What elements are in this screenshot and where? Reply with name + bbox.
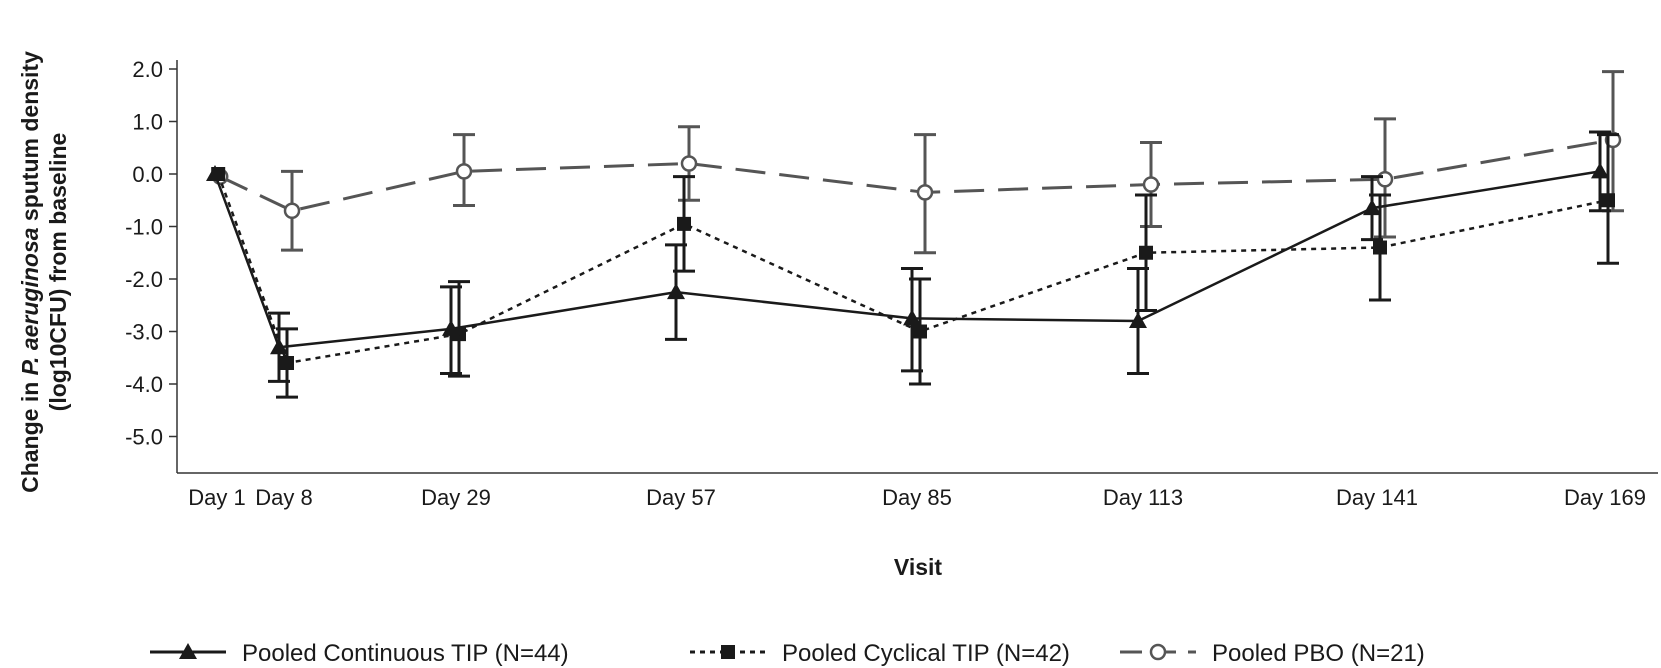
legend-item-1: Pooled Continuous TIP (N=44) [150, 640, 569, 667]
y-tick-label: -5.0 [125, 425, 163, 450]
svg-text:Change in P. aeruginosa sputum: Change in P. aeruginosa sputum density [17, 51, 43, 493]
data-point [913, 324, 927, 339]
series-1 [206, 130, 1611, 383]
data-point [1373, 240, 1387, 255]
axes [176, 60, 1658, 474]
y-tick-labels: 2.0 1.0 0.0 -1.0 -2.0 -3.0 -4.0 -5.0 [125, 57, 177, 450]
y-tick-label: 0.0 [132, 162, 163, 187]
y-axis-title-line2: (log10CFU) from baseline [45, 133, 71, 412]
legend: Pooled Continuous TIP (N=44) Pooled Cycli… [150, 640, 1425, 667]
y-axis-title-prefix: Change in [17, 375, 43, 493]
legend-label: Pooled Continuous TIP (N=44) [242, 640, 569, 667]
data-point [677, 216, 691, 231]
x-tick-label: Day 29 [421, 485, 491, 510]
legend-label: Pooled Cyclical TIP (N=42) [782, 640, 1070, 667]
data-point [206, 165, 224, 181]
data-point [680, 155, 698, 172]
data-point [280, 356, 294, 370]
data-point [270, 338, 288, 355]
y-tick-label: -1.0 [125, 215, 163, 240]
data-point [1363, 199, 1381, 216]
data-point [916, 184, 934, 201]
data-point [1376, 171, 1394, 188]
y-tick-label: -2.0 [125, 267, 163, 292]
data-point [1129, 312, 1147, 328]
data-point [455, 163, 473, 180]
legend-item-2: Pooled Cyclical TIP (N=42) [690, 640, 1070, 667]
legend-marker [179, 643, 197, 659]
y-axis-title-italic: P. aeruginosa [17, 227, 43, 375]
series-line [213, 170, 1601, 349]
data-point [1601, 193, 1615, 208]
data-point [442, 319, 460, 336]
legend-marker [1149, 643, 1167, 661]
legend-label: Pooled PBO (N=21) [1212, 640, 1425, 667]
x-tick-label: Day 113 [1103, 485, 1183, 510]
series-line [217, 173, 1609, 365]
series-3 [211, 70, 1624, 255]
x-tick-label: Day 1 [188, 485, 245, 510]
data-point [667, 283, 685, 300]
data-point [903, 309, 921, 326]
data-point [1591, 162, 1609, 179]
series-2 [211, 133, 1619, 399]
y-tick-label: 1.0 [132, 110, 163, 135]
x-axis-title: Visit [894, 554, 942, 580]
x-tick-label: Day 57 [646, 485, 716, 510]
x-tick-label: Day 85 [882, 485, 952, 510]
x-tick-label: Day 169 [1564, 485, 1646, 510]
data-point [1139, 245, 1153, 260]
x-tick-labels: Day 1 Day 8 Day 29 Day 57 Day 85 Day 113 Day 1… [188, 485, 1646, 510]
series-layer [206, 70, 1624, 399]
data-point [1142, 176, 1160, 193]
legend-item-3: Pooled PBO (N=21) [1120, 640, 1425, 667]
legend-marker [721, 645, 735, 659]
data-point [283, 202, 301, 219]
y-tick-label: 2.0 [132, 57, 163, 82]
x-tick-label: Day 141 [1336, 485, 1418, 510]
series-line [219, 138, 1614, 213]
y-axis-title-suffix: sputum density [17, 51, 43, 228]
y-tick-label: -4.0 [125, 372, 163, 397]
y-tick-label: -3.0 [125, 320, 163, 345]
x-tick-label: Day 8 [255, 485, 312, 510]
y-axis-title: Change in P. aeruginosa sputum density (… [17, 51, 71, 493]
